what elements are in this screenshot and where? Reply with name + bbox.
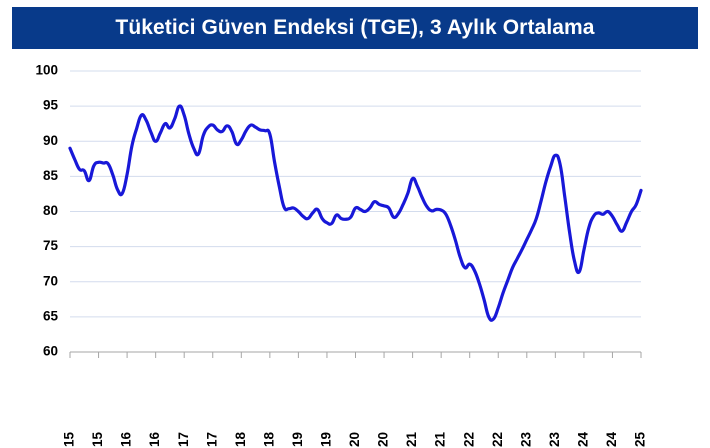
x-axis-tick-label: Eyl 16 xyxy=(147,432,162,448)
x-axis-tick-label: Mar 22 xyxy=(461,432,476,448)
x-axis-tick-label: Mar 21 xyxy=(404,432,419,448)
x-axis-tick-label: Mar 24 xyxy=(575,432,590,448)
x-axis-tick-label: Mar 23 xyxy=(518,432,533,448)
x-axis-tick-label: Mar 19 xyxy=(290,432,305,448)
data-series-line xyxy=(68,104,643,322)
x-axis-tick-label: Eyl 23 xyxy=(547,432,562,448)
chart-title-bar: Tüketici Güven Endeksi (TGE), 3 Aylık Or… xyxy=(12,7,698,49)
x-axis-tick-label: Mar 20 xyxy=(347,432,362,448)
y-axis-tick-label: 85 xyxy=(43,168,59,183)
y-axis-tick-label: 80 xyxy=(43,203,58,218)
page-title: Tüketici Güven Endeksi (TGE), 3 Aylık Or… xyxy=(115,16,595,39)
gridlines-group xyxy=(70,70,641,353)
x-axis-tick-label: Eyl 24 xyxy=(604,432,619,448)
y-axis-tick-label: 65 xyxy=(43,308,59,323)
y-axis-tick-label: 60 xyxy=(43,344,58,359)
plot-area-wrapper: 100 95 90 85 80 75 70 65 60 Mar 15 Eyl 15 Mar 16 Ey… xyxy=(0,52,710,448)
y-axis-tick-label: 75 xyxy=(43,238,59,253)
line-chart-svg: 100 95 90 85 80 75 70 65 60 Mar 15 Eyl 15 Mar 16 Ey… xyxy=(35,63,648,448)
y-axis-tick-label: 70 xyxy=(43,273,58,288)
x-axis-tick-label: Mar 15 xyxy=(62,432,77,448)
x-axis-tick-label: Eyl 17 xyxy=(204,432,219,448)
x-axis-tick-label: Mar 25 xyxy=(633,432,648,448)
x-axis-tick-label: Eyl 20 xyxy=(376,432,391,448)
x-axis-tick-label: Mar 17 xyxy=(176,432,191,448)
y-axis-tick-label: 90 xyxy=(43,133,58,148)
x-axis-tick-label: Eyl 19 xyxy=(319,432,334,448)
y-axis-labels-group: 100 95 90 85 80 75 70 65 60 xyxy=(35,63,58,359)
x-axis-labels-group: Mar 15 Eyl 15 Mar 16 Eyl 16 Mar 17 Eyl 17 Mar … xyxy=(62,432,648,448)
x-axis-tick-label: Mar 18 xyxy=(233,432,248,448)
x-axis-group xyxy=(69,352,642,358)
x-axis-tick-label: Eyl 21 xyxy=(433,432,448,448)
x-axis-tick-label: Eyl 22 xyxy=(490,432,505,448)
y-axis-tick-label: 100 xyxy=(35,63,58,78)
y-axis-tick-label: 95 xyxy=(43,98,59,113)
x-axis-tick-label: Eyl 18 xyxy=(261,432,276,448)
x-axis-tick-label: Mar 16 xyxy=(119,432,134,448)
x-axis-tick-label: Eyl 15 xyxy=(90,432,105,448)
